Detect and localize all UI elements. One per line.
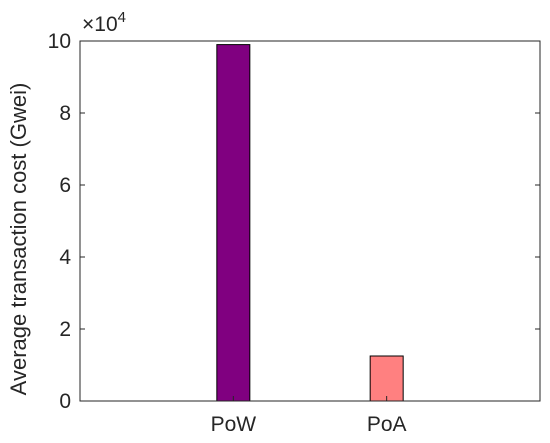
y-axis-label: Average transaction cost (Gwei)	[6, 83, 31, 396]
x-tick-label: PoW	[211, 413, 257, 436]
bar-poa	[369, 355, 404, 402]
y-axis-exponent: ×104	[82, 9, 126, 36]
y-axis-ticks: 0 2 4 6 8 10	[48, 30, 540, 413]
y-tick-label: 10	[48, 30, 71, 53]
x-axis-ticks: PoW PoA	[211, 396, 407, 436]
y-tick-label: 2	[59, 318, 71, 341]
y-tick-label: 6	[59, 174, 71, 197]
y-tick-label: 8	[59, 102, 71, 125]
bars	[216, 44, 404, 402]
exponent-base: ×10	[82, 13, 118, 36]
exponent-power: 4	[118, 9, 126, 26]
plot-area-border	[79, 40, 541, 402]
bar-pow	[216, 44, 251, 402]
y-tick-label: 0	[59, 390, 71, 413]
x-tick-label: PoA	[367, 413, 407, 436]
y-tick-label: 4	[59, 246, 71, 269]
